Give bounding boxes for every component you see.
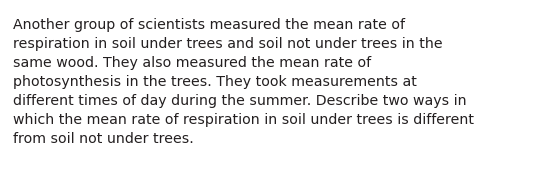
Text: Another group of scientists measured the mean rate of
respiration in soil under : Another group of scientists measured the… (13, 18, 474, 146)
